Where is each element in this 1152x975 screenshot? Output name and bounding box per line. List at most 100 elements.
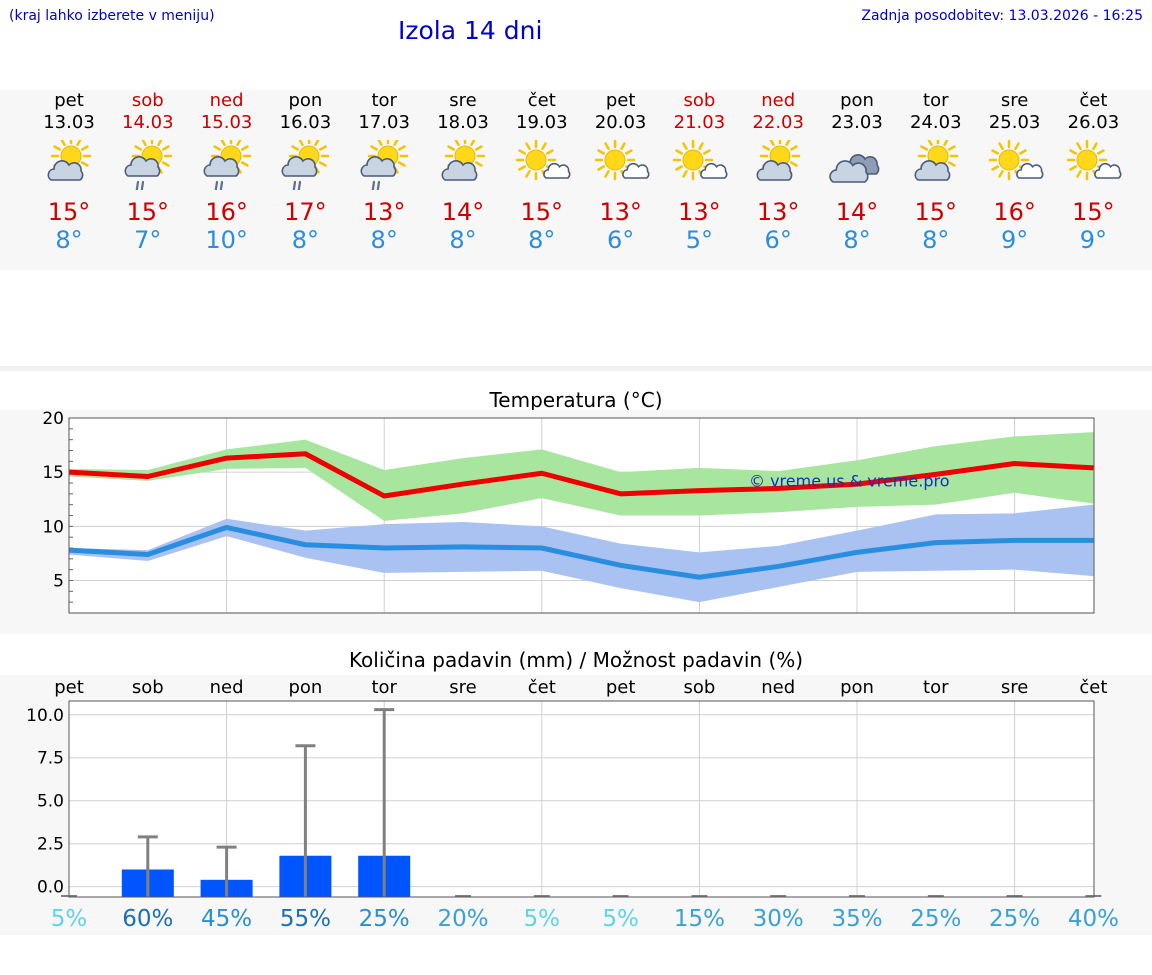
page-title: Izola 14 dni bbox=[398, 16, 543, 45]
day-column: ned 15.03 16° 10° bbox=[187, 90, 267, 254]
day-date: 21.03 bbox=[673, 112, 726, 133]
min-temperature: 5° bbox=[685, 226, 714, 254]
max-temperature: 16° bbox=[205, 198, 248, 226]
plot-frame bbox=[68, 700, 1095, 898]
day-date: 18.03 bbox=[437, 112, 489, 133]
max-temperature-line bbox=[68, 451, 1094, 499]
day-date: 25.03 bbox=[988, 112, 1041, 133]
day-column: sob 14.03 15° 7° bbox=[108, 90, 188, 254]
day-name: čet bbox=[1079, 90, 1108, 111]
watermark: © vreme.us & vreme.pro bbox=[749, 471, 950, 490]
max-temperature: 15° bbox=[520, 198, 564, 226]
precipitation-probability: 40% bbox=[1068, 906, 1119, 932]
min-temperature: 6° bbox=[606, 226, 635, 254]
precipitation-probability: 20% bbox=[437, 906, 488, 932]
day-name: ned bbox=[209, 90, 244, 111]
max-temperature: 13° bbox=[678, 198, 721, 226]
day-name: pet bbox=[54, 90, 84, 111]
y-tick-label: 15 bbox=[42, 463, 64, 483]
day-column: pon 23.03 14° 8° bbox=[817, 90, 897, 254]
sun-cloud-rain-icon bbox=[203, 140, 251, 190]
max-temperature: 15° bbox=[126, 198, 170, 226]
precipitation-probability: 55% bbox=[280, 906, 331, 932]
min-temperature: 8° bbox=[55, 226, 83, 254]
day-column: sre 18.03 14° 8° bbox=[423, 90, 503, 254]
sun-cloud-rain-icon bbox=[124, 140, 173, 190]
min-temperature: 9° bbox=[1079, 226, 1108, 254]
sun-cloud-icon bbox=[914, 140, 959, 181]
day-label: sob bbox=[683, 677, 715, 698]
day-name: sre bbox=[1000, 90, 1029, 111]
min-temperature: 8° bbox=[449, 226, 477, 254]
day-name: pon bbox=[288, 90, 323, 111]
sun-cloud-icon bbox=[47, 140, 92, 181]
day-name: sre bbox=[449, 90, 477, 111]
max-temperature: 13° bbox=[756, 198, 800, 226]
day-label: čet bbox=[528, 677, 556, 698]
day-name: ned bbox=[761, 90, 796, 111]
day-column: čet 26.03 15° 9° bbox=[1053, 90, 1133, 254]
day-date: 13.03 bbox=[43, 112, 95, 133]
day-name: pet bbox=[605, 90, 636, 111]
day-name: sob bbox=[131, 90, 164, 111]
precipitation-probability: 25% bbox=[989, 906, 1040, 932]
last-update-label: Zadnja posodobitev: 13.03.2026 - 16:25 bbox=[861, 8, 1143, 24]
day-date: 23.03 bbox=[831, 112, 883, 133]
day-column: sre 25.03 16° 9° bbox=[975, 90, 1055, 254]
day-column: pet 13.03 15° 8° bbox=[29, 90, 109, 254]
sun-cloud-rain-icon bbox=[360, 140, 409, 190]
precipitation-chart-title: Količina padavin (mm) / Možnost padavin … bbox=[348, 648, 804, 672]
max-temperature: 15° bbox=[1072, 198, 1115, 226]
day-date: 14.03 bbox=[122, 112, 174, 133]
sun-cloud-rain-icon bbox=[281, 140, 330, 190]
day-column: tor 24.03 15° 8° bbox=[896, 90, 976, 254]
precipitation-probability: 60% bbox=[122, 906, 173, 932]
day-label: sob bbox=[132, 677, 164, 698]
day-date: 19.03 bbox=[516, 112, 568, 133]
sun-small-cloud-icon bbox=[515, 140, 571, 181]
day-label: ned bbox=[761, 677, 795, 698]
y-tick-label: 5.0 bbox=[37, 792, 64, 812]
daily-forecast-strip: pet 13.03 15° 8° sob 14.03 15° 7° ned 15.03 16° 10°… bbox=[0, 90, 1152, 270]
day-label: ned bbox=[210, 677, 244, 698]
min-range-band bbox=[69, 504, 1094, 603]
max-temperature: 14° bbox=[441, 198, 485, 226]
max-temperature: 17° bbox=[284, 198, 327, 226]
max-temperature: 15° bbox=[47, 198, 91, 226]
region-menu-hint[interactable]: (kraj lahko izberete v meniju) bbox=[9, 8, 215, 24]
section-divider bbox=[0, 366, 1152, 371]
min-temperature: 10° bbox=[205, 226, 248, 254]
temperature-chart: 20 15 10 5 © vreme.us & vreme.pro bbox=[42, 410, 1095, 614]
day-name: sob bbox=[683, 90, 716, 111]
max-temperature: 14° bbox=[835, 198, 879, 226]
precipitation-probability: 45% bbox=[201, 906, 252, 932]
day-label: pon bbox=[288, 677, 322, 698]
day-column: pon 16.03 17° 8° bbox=[265, 90, 345, 254]
y-tick-label: 20 bbox=[42, 410, 64, 429]
temperature-chart-title: Temperatura (°C) bbox=[489, 388, 663, 412]
min-temperature: 8° bbox=[922, 226, 950, 254]
y-tick-label: 5 bbox=[53, 572, 64, 592]
y-tick-label: 0.0 bbox=[37, 878, 64, 898]
day-date: 15.03 bbox=[200, 112, 253, 133]
sun-small-cloud-icon bbox=[1067, 140, 1122, 181]
day-date: 16.03 bbox=[279, 112, 332, 133]
max-temperature: 16° bbox=[993, 198, 1036, 226]
sun-small-cloud-icon bbox=[594, 140, 650, 181]
min-temperature: 6° bbox=[764, 226, 792, 254]
day-column: ned 22.03 13° 6° bbox=[738, 90, 818, 254]
sun-cloud-icon bbox=[441, 140, 486, 181]
day-date: 24.03 bbox=[910, 112, 962, 133]
day-label: tor bbox=[371, 677, 397, 698]
min-temperature: 7° bbox=[134, 226, 162, 254]
day-label: pet bbox=[54, 677, 84, 698]
day-label: sre bbox=[449, 677, 476, 698]
max-temperature: 13° bbox=[362, 198, 406, 226]
sun-small-cloud-icon bbox=[673, 140, 728, 181]
day-date: 20.03 bbox=[594, 112, 647, 133]
day-label: pon bbox=[840, 677, 874, 698]
precipitation-probability: 15% bbox=[674, 906, 725, 932]
day-label: sre bbox=[1001, 677, 1028, 698]
day-label: tor bbox=[923, 677, 949, 698]
day-date: 26.03 bbox=[1067, 112, 1120, 133]
